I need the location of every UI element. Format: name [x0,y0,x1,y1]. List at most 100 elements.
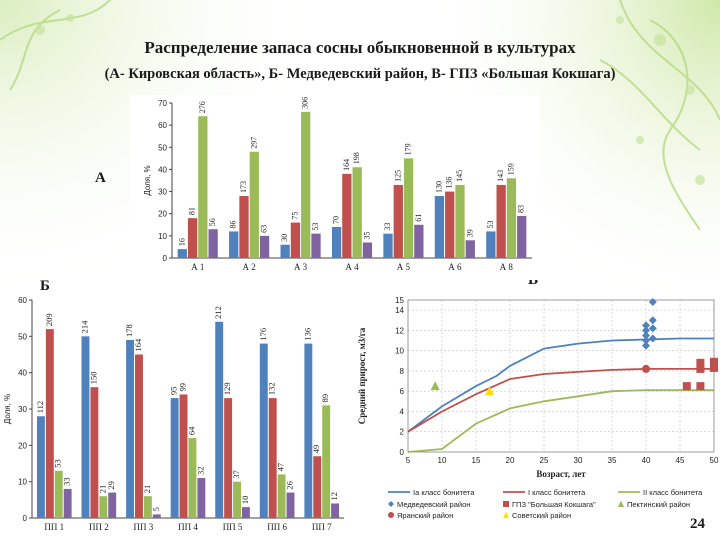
data-label: 99 [178,383,188,392]
data-label: 86 [229,220,238,228]
data-label: 21 [97,485,107,494]
bar-4-ПП4 [197,478,206,518]
data-label: 212 [213,306,223,319]
data-label: 70 [332,216,341,224]
category-label: ПП 4 [178,522,198,532]
data-label: 179 [404,143,413,155]
data-label: 53 [486,220,495,228]
bar-4-ПП5 [241,507,250,518]
bar-1-А3 [280,244,290,258]
y-tick-label: 0 [163,254,168,263]
legend-label: ГПЗ "Большая Кокшага" [512,500,596,509]
panel-b-label: Б [40,278,50,294]
x-tick-label: 40 [642,456,651,465]
data-label: 75 [290,212,299,220]
category-label: А 5 [397,262,411,272]
bar-3-ПП7 [322,405,331,518]
data-label: 164 [342,159,351,171]
bar-3-А5 [403,158,414,258]
data-label: 21 [142,485,152,494]
x-tick-label: 20 [506,456,515,465]
y-tick-label: 15 [395,296,404,305]
x-axis-label: Возраст, лет [536,469,586,479]
data-label: 5 [151,507,161,511]
y-tick-label: 70 [158,99,167,108]
bar-1-А1 [177,249,187,258]
data-label: 26 [285,481,295,490]
bar-3-ПП2 [99,496,108,518]
data-label: 95 [169,387,179,396]
y-tick-label: 0 [400,448,405,457]
category-label: А 3 [294,262,308,272]
x-tick-label: 30 [574,456,583,465]
data-label: 214 [79,320,89,334]
bar-3-А3 [301,111,311,258]
y-tick-label: 50 [158,143,167,152]
y-tick-label: 10 [18,478,27,487]
bar-1-А8 [486,231,496,258]
point-marker-2 [696,358,705,367]
point-marker-5 [485,386,495,396]
bar-1-ПП7 [304,343,313,518]
category-label: А 6 [448,262,462,272]
bar-2-ПП7 [313,456,322,518]
y-tick-label: 14 [395,306,404,315]
x-tick-label: 45 [676,456,685,465]
bar-2-А6 [445,191,455,258]
legend-marker-swatch [388,501,394,507]
point-marker-3 [430,381,440,391]
point-marker-1 [648,324,657,333]
data-label: 136 [445,177,454,189]
x-tick-label: 50 [710,456,719,465]
legend-label: I класс бонитета [528,488,586,497]
data-label: 64 [186,426,196,435]
bar-2-А5 [393,184,403,258]
y-tick-label: 60 [158,121,167,130]
point-marker-2 [710,357,718,366]
point-marker-1 [642,331,650,340]
x-tick-label: 15 [472,456,481,465]
bar-3-ПП1 [54,470,63,518]
bar-1-ПП1 [36,416,45,518]
legend-label: Медведевский район [397,500,470,509]
bar-4-ПП2 [108,492,117,518]
y-tick-label: 50 [18,332,27,341]
legend-label: Ia класс бонитета [413,488,475,497]
point-marker-2 [696,364,705,373]
data-label: 33 [62,477,72,486]
bar-4-А4 [362,242,373,258]
bar-4-ПП3 [152,514,161,518]
legend-label: Яранский район [397,511,453,520]
y-tick-label: 20 [18,441,27,450]
data-label: 143 [496,170,505,182]
data-label: 81 [188,207,197,215]
data-label: 209 [44,313,54,326]
data-label: 297 [249,137,258,149]
data-label: 33 [383,223,392,231]
y-tick-label: 0 [23,514,28,523]
bar-3-ПП5 [233,481,241,518]
chart-plot-background [352,290,720,540]
bar-1-А2 [229,231,239,258]
y-tick-label: 10 [158,232,167,241]
y-tick-label: 40 [18,369,27,378]
data-label: 130 [434,181,443,193]
category-label: ПП 6 [267,522,287,532]
y-tick-label: 10 [395,347,404,356]
x-tick-label: 25 [540,456,549,465]
bar-3-ПП6 [277,474,286,518]
y-tick-label: 40 [158,165,167,174]
data-label: 164 [133,338,143,352]
category-label: ПП 7 [312,522,332,532]
bar-4-А3 [311,233,321,258]
data-label: 32 [195,467,205,476]
category-label: А 2 [243,262,256,272]
data-label: 132 [267,382,277,395]
bar-4-А2 [259,235,270,258]
legend-label: Советский район [512,511,571,520]
bar-3-А4 [352,167,362,258]
bar-1-ПП6 [259,343,268,518]
bar-2-А1 [187,218,198,258]
x-tick-label: 35 [608,456,617,465]
legend-marker-swatch [618,500,624,507]
